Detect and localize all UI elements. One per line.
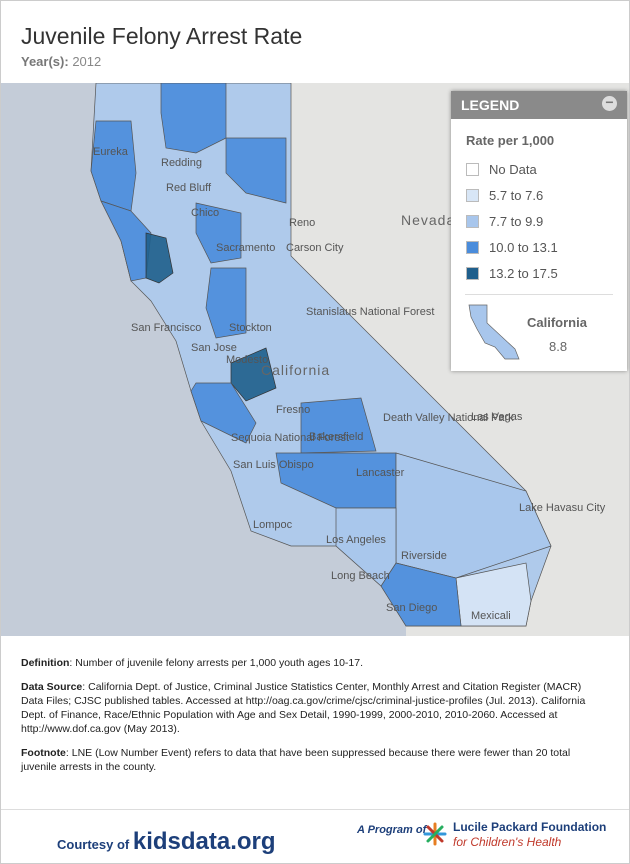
legend-title: LEGEND bbox=[461, 97, 520, 113]
map-label: Las Vegas bbox=[471, 411, 523, 423]
legend: LEGEND − Rate per 1,000 No Data 5.7 to 7.6… bbox=[451, 91, 627, 371]
state-icon bbox=[468, 304, 520, 360]
map-label: Mexicali bbox=[471, 610, 511, 622]
county[interactable] bbox=[190, 382, 257, 444]
legend-swatch bbox=[466, 162, 479, 176]
divider bbox=[465, 294, 613, 295]
legend-label: No Data bbox=[489, 161, 537, 177]
map-label: Death Valley National Park bbox=[383, 412, 514, 424]
map-label: Riverside bbox=[401, 550, 447, 562]
legend-label: 10.0 to 13.1 bbox=[489, 239, 558, 255]
source-label: Data Source bbox=[21, 681, 83, 693]
ocean bbox=[1, 83, 406, 636]
map-label: Chico bbox=[191, 207, 219, 219]
legend-label: 13.2 to 17.5 bbox=[489, 265, 558, 281]
legend-subtitle: Rate per 1,000 bbox=[466, 133, 555, 148]
state-value: 8.8 bbox=[549, 339, 568, 354]
year-label: Year(s): bbox=[21, 54, 69, 69]
map-label: Los Angeles bbox=[326, 534, 386, 546]
county[interactable] bbox=[300, 397, 377, 454]
legend-item: 5.7 to 7.6 bbox=[466, 182, 627, 208]
county[interactable] bbox=[230, 347, 277, 402]
definition: : Number of juvenile felony arrests per … bbox=[69, 657, 364, 669]
map-label: Fresno bbox=[276, 404, 310, 416]
counties[interactable] bbox=[90, 83, 552, 627]
map-label: Sequoia National Forest bbox=[231, 432, 349, 444]
legend-swatch bbox=[466, 188, 479, 202]
legend-header: LEGEND − bbox=[451, 91, 627, 119]
program: A Program of bbox=[357, 824, 427, 836]
legend-swatch bbox=[466, 240, 479, 254]
source: : California Dept. of Justice, Criminal … bbox=[21, 681, 586, 735]
map-label: Stockton bbox=[229, 322, 272, 334]
footer: Courtesy of kidsdata.org A Program of Lu… bbox=[1, 809, 629, 864]
map-label: San Diego bbox=[386, 602, 437, 614]
map-label: Modesto bbox=[226, 354, 268, 366]
legend-label: 7.7 to 9.9 bbox=[489, 213, 544, 229]
map-label: Lake Havasu City bbox=[519, 502, 606, 514]
courtesy: Courtesy of kidsdata.org bbox=[57, 828, 276, 856]
definition-label: Definition bbox=[21, 657, 70, 669]
county[interactable] bbox=[335, 507, 397, 587]
year-value: 2012 bbox=[72, 54, 102, 69]
state-name: California bbox=[527, 315, 587, 330]
legend-label: 5.7 to 7.6 bbox=[489, 187, 544, 203]
county[interactable] bbox=[225, 137, 287, 204]
map-label: Lompoc bbox=[253, 519, 293, 531]
map-label: Reno bbox=[289, 217, 315, 229]
map-label: Nevada bbox=[401, 212, 455, 228]
map-label: Bakersfield bbox=[309, 431, 363, 443]
legend-item: 13.2 to 17.5 bbox=[466, 260, 627, 286]
legend-swatch bbox=[466, 214, 479, 228]
org-name[interactable]: Lucile Packard Foundation bbox=[453, 820, 607, 834]
title: Juvenile Felony Arrest Rate bbox=[21, 23, 303, 49]
courtesy-text: Courtesy of bbox=[57, 837, 130, 852]
county[interactable] bbox=[205, 267, 247, 339]
legend-item: 7.7 to 9.9 bbox=[466, 208, 627, 234]
footnote-label: Footnote bbox=[21, 747, 66, 759]
map-label: San Jose bbox=[191, 342, 237, 354]
footnote: : LNE (Low Number Event) refers to data … bbox=[21, 747, 571, 773]
collapse-button[interactable]: − bbox=[602, 95, 617, 111]
notes: Definition: Number of juvenile felony ar… bbox=[21, 656, 601, 784]
map-label: Stanislaus National Forest bbox=[306, 306, 434, 318]
site-logo[interactable]: kidsdata.org bbox=[132, 828, 276, 855]
year: Year(s): 2012 bbox=[21, 54, 101, 69]
legend-swatch bbox=[466, 266, 479, 280]
map-label: Long Beach bbox=[331, 570, 390, 582]
org-icon bbox=[423, 822, 447, 846]
county[interactable] bbox=[145, 232, 174, 284]
map-label: Redding bbox=[161, 157, 202, 169]
legend-item: No Data bbox=[466, 156, 627, 182]
map-label: Eureka bbox=[93, 146, 129, 158]
legend-items: No Data 5.7 to 7.6 7.7 to 9.9 10.0 to 13.1 1… bbox=[451, 156, 627, 286]
map-label: San Francisco bbox=[131, 322, 201, 334]
legend-item: 10.0 to 13.1 bbox=[466, 234, 627, 260]
county[interactable] bbox=[160, 83, 227, 154]
map-label: Sacramento bbox=[216, 242, 275, 254]
map-label: Carson City bbox=[286, 242, 344, 254]
map-label: San Luis Obispo bbox=[233, 459, 314, 471]
map-label: California bbox=[261, 362, 330, 378]
county[interactable] bbox=[195, 202, 242, 264]
map-label: Lancaster bbox=[356, 467, 405, 479]
org-subtitle: for Children's Health bbox=[453, 835, 562, 849]
map-label: Red Bluff bbox=[166, 182, 212, 194]
